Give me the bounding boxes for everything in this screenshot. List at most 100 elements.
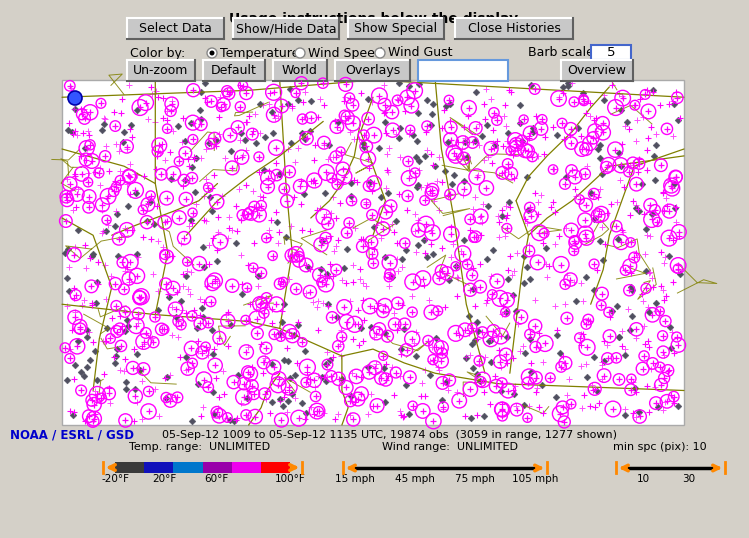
- Point: [413, 226, 425, 235]
- Point: [109, 177, 121, 186]
- Point: [252, 272, 264, 280]
- Point: [293, 257, 305, 265]
- Point: [82, 168, 94, 177]
- Point: [435, 344, 447, 352]
- Point: [181, 266, 193, 275]
- Point: [395, 410, 407, 419]
- Point: [120, 416, 132, 425]
- Point: [658, 398, 670, 406]
- Point: [282, 385, 294, 394]
- Point: [395, 254, 407, 263]
- Point: [539, 339, 551, 348]
- Point: [317, 79, 329, 88]
- Point: [130, 171, 142, 179]
- Point: [631, 204, 643, 213]
- Point: [631, 137, 643, 145]
- Point: [99, 152, 111, 160]
- Point: [568, 173, 580, 181]
- Point: [575, 341, 587, 349]
- Point: [224, 88, 236, 96]
- Point: [658, 259, 670, 267]
- Point: [210, 197, 222, 206]
- Point: [391, 95, 403, 103]
- Point: [646, 359, 658, 367]
- Point: [79, 241, 91, 250]
- Point: [446, 141, 458, 150]
- Point: [279, 387, 291, 396]
- Point: [78, 295, 90, 304]
- Text: min spc (pix): 10: min spc (pix): 10: [613, 442, 707, 452]
- Point: [668, 180, 680, 188]
- Point: [166, 100, 178, 108]
- Point: [366, 187, 378, 195]
- Point: [321, 274, 333, 282]
- Point: [354, 341, 366, 350]
- Point: [59, 343, 71, 352]
- Point: [339, 80, 351, 89]
- Point: [524, 134, 536, 143]
- Point: [615, 105, 627, 114]
- Point: [347, 261, 359, 270]
- Point: [297, 190, 309, 199]
- Point: [489, 371, 501, 380]
- Point: [410, 328, 422, 336]
- Point: [172, 393, 184, 402]
- Point: [75, 368, 87, 377]
- Point: [469, 193, 481, 201]
- Point: [149, 384, 161, 393]
- Point: [575, 278, 587, 287]
- Point: [389, 320, 401, 329]
- Point: [532, 197, 544, 206]
- Point: [100, 216, 112, 224]
- Point: [458, 190, 470, 199]
- Point: [268, 330, 280, 338]
- Point: [568, 236, 580, 245]
- Point: [351, 372, 363, 381]
- Point: [156, 140, 168, 148]
- Point: [81, 144, 93, 152]
- Point: [286, 331, 298, 340]
- Point: [495, 363, 507, 372]
- Circle shape: [68, 91, 82, 105]
- Point: [142, 115, 154, 123]
- Point: [616, 94, 628, 102]
- Point: [121, 263, 133, 272]
- Point: [360, 198, 372, 207]
- Point: [97, 391, 109, 399]
- Point: [259, 353, 271, 362]
- Point: [273, 169, 285, 178]
- Point: [551, 325, 563, 334]
- Point: [499, 231, 511, 240]
- Point: [186, 162, 198, 171]
- Point: [252, 329, 264, 338]
- Point: [533, 210, 545, 218]
- Point: [291, 359, 303, 367]
- Point: [460, 354, 472, 363]
- Point: [650, 140, 662, 149]
- Point: [466, 271, 478, 279]
- Point: [641, 231, 653, 240]
- Point: [250, 305, 262, 314]
- Point: [643, 343, 655, 351]
- Text: Temp. range:  UNLIMITED: Temp. range: UNLIMITED: [130, 442, 270, 452]
- Point: [192, 380, 204, 388]
- Point: [79, 114, 91, 123]
- Point: [367, 259, 379, 267]
- Point: [556, 119, 568, 128]
- Point: [195, 88, 207, 97]
- Point: [197, 243, 209, 252]
- Point: [481, 121, 493, 130]
- Point: [575, 132, 587, 140]
- Point: [194, 310, 206, 319]
- Point: [210, 374, 222, 383]
- Point: [410, 152, 422, 161]
- Point: [200, 343, 212, 351]
- Point: [173, 157, 185, 166]
- Point: [427, 355, 439, 364]
- Point: [169, 305, 181, 314]
- Point: [107, 324, 119, 332]
- Point: [560, 359, 571, 367]
- Point: [488, 144, 500, 152]
- Point: [336, 178, 348, 186]
- Point: [450, 151, 462, 160]
